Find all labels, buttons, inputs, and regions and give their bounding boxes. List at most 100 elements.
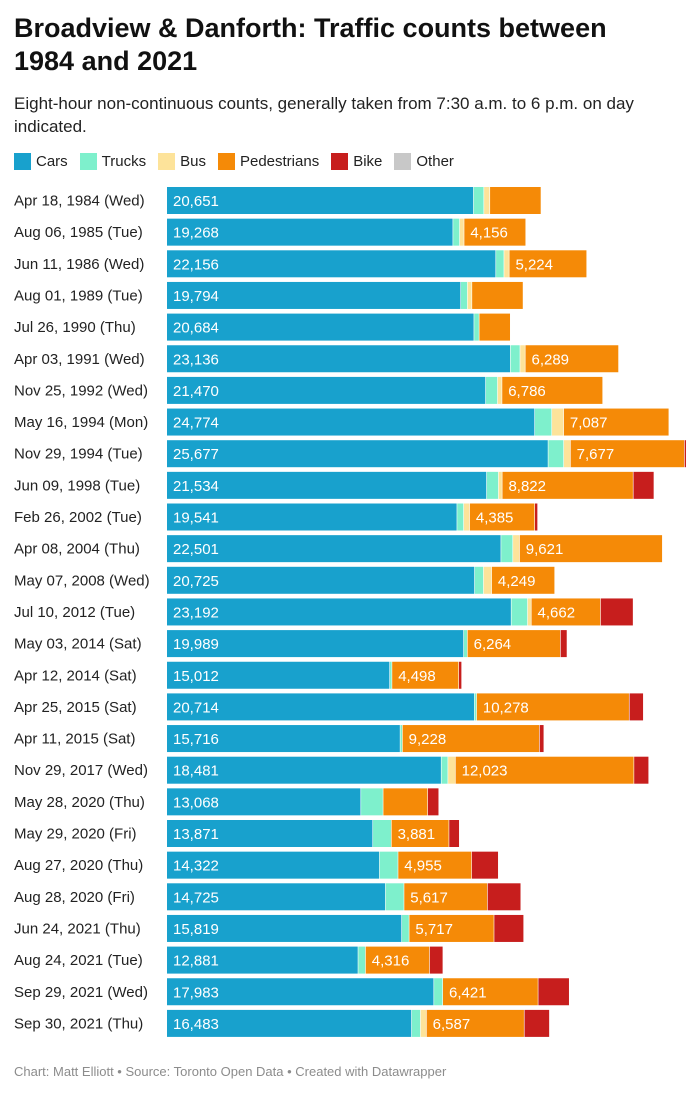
bar-cars <box>167 914 402 942</box>
bar-bus <box>513 535 520 563</box>
bar-cars <box>167 471 487 499</box>
value-label-pedestrians: 9,621 <box>526 541 564 558</box>
bar-cars <box>167 218 453 246</box>
bar-bus <box>448 756 456 784</box>
value-label-pedestrians: 12,023 <box>462 763 508 780</box>
value-label-pedestrians: 5,224 <box>515 256 553 273</box>
value-label-pedestrians: 4,955 <box>404 858 442 875</box>
bar-pedestrians <box>365 946 430 974</box>
value-label-cars: 21,534 <box>173 478 219 495</box>
value-label-cars: 15,012 <box>173 668 219 685</box>
value-label-pedestrians: 6,786 <box>508 383 546 400</box>
value-label-cars: 19,268 <box>173 225 219 242</box>
value-label-pedestrians: 6,289 <box>531 351 569 368</box>
bar-pedestrians <box>525 345 619 373</box>
legend-swatch-other <box>394 152 412 170</box>
bar-pedestrians <box>404 883 488 911</box>
bar-bus <box>420 1009 427 1037</box>
value-label-cars: 20,651 <box>173 193 219 210</box>
category-label: Apr 12, 2014 (Sat) <box>14 667 137 684</box>
bar-bus <box>504 250 509 278</box>
bar-pedestrians <box>491 566 555 594</box>
bar-trucks <box>400 725 403 753</box>
bar-trucks <box>510 345 520 373</box>
bar-trucks <box>361 788 383 816</box>
bar-cars <box>167 788 361 816</box>
category-label: Apr 08, 2004 (Thu) <box>14 541 140 558</box>
category-label: Apr 11, 2015 (Sat) <box>14 731 135 748</box>
bar-pedestrians <box>472 281 523 309</box>
category-label: Apr 03, 1991 (Wed) <box>14 351 145 368</box>
bar-pedestrians <box>502 471 633 499</box>
bar-cars <box>167 503 457 531</box>
bar-trucks <box>411 1009 421 1037</box>
legend-item-bus: Bus <box>158 152 206 170</box>
bar-trucks <box>511 598 528 626</box>
value-label-pedestrians: 5,617 <box>410 889 448 906</box>
bar-cars <box>167 725 400 753</box>
bar-cars <box>167 281 461 309</box>
bar-bike <box>449 820 460 847</box>
category-label: Aug 28, 2020 (Fri) <box>14 889 135 906</box>
bar-pedestrians <box>443 978 538 1006</box>
bar-cars <box>167 250 496 278</box>
category-label: Aug 24, 2021 (Tue) <box>14 952 143 969</box>
value-label-cars: 19,541 <box>173 510 219 527</box>
bar-cars <box>167 978 434 1006</box>
category-label: Jun 24, 2021 (Thu) <box>14 920 141 937</box>
category-label: Nov 29, 2017 (Wed) <box>14 762 148 779</box>
bar-bike <box>429 946 443 974</box>
category-label: May 29, 2020 (Fri) <box>14 826 137 843</box>
category-label: Sep 30, 2021 (Thu) <box>14 1015 143 1032</box>
bar-bus <box>483 566 492 594</box>
bar-pedestrians <box>464 218 526 246</box>
chart-plot: Apr 18, 1984 (Wed) 20,651 Aug 06, 1985 (Tu… <box>14 187 686 1037</box>
legend-item-pedestrians: Pedestrians <box>217 152 319 170</box>
bar-trucks <box>434 978 443 1006</box>
bar-cars <box>167 187 474 214</box>
bar-trucks <box>373 820 391 847</box>
bar-bike <box>629 693 644 721</box>
value-label-pedestrians: 6,587 <box>433 1016 471 1033</box>
bar-pedestrians <box>398 851 472 879</box>
bar-bike <box>634 756 649 784</box>
legend-label-bus: Bus <box>180 152 206 170</box>
category-label: Jun 09, 1998 (Tue) <box>14 477 140 494</box>
value-label-cars: 22,501 <box>173 541 219 558</box>
value-label-cars: 23,192 <box>173 604 219 621</box>
bar-pedestrians <box>402 725 540 753</box>
bar-trucks <box>457 503 464 531</box>
legend-swatch-trucks <box>79 152 97 170</box>
bar-cars <box>167 693 475 721</box>
value-label-cars: 19,989 <box>173 636 219 653</box>
value-label-cars: 17,983 <box>173 984 219 1001</box>
category-label: Nov 25, 1992 (Wed) <box>14 382 148 399</box>
category-label: May 16, 1994 (Mon) <box>14 414 148 431</box>
value-label-cars: 13,871 <box>173 826 219 843</box>
bar-cars <box>167 535 501 563</box>
value-label-pedestrians: 6,264 <box>474 636 512 653</box>
bar-trucks <box>379 851 398 879</box>
bar-trucks <box>474 313 479 341</box>
legend-item-trucks: Trucks <box>79 152 146 170</box>
bar-cars <box>167 408 535 436</box>
bar-bus <box>520 345 525 373</box>
bar-bike <box>494 914 524 942</box>
bar-trucks <box>534 408 552 436</box>
category-label: May 28, 2020 (Thu) <box>14 794 145 811</box>
chart-title: Broadview & Danforth: Traffic counts bet… <box>14 13 607 76</box>
legend-label-bike: Bike <box>353 152 383 170</box>
bar-trucks <box>389 661 392 689</box>
bar-pedestrians <box>490 187 541 214</box>
category-label: May 07, 2008 (Wed) <box>14 572 150 589</box>
bar-trucks <box>358 946 366 974</box>
bar-cars <box>167 1009 412 1037</box>
bar-bus <box>467 281 472 309</box>
value-label-cars: 24,774 <box>173 415 219 432</box>
bar-trucks <box>474 693 477 721</box>
chart-footer: Chart: Matt Elliott • Source: Toronto Op… <box>14 1064 447 1079</box>
value-label-cars: 15,819 <box>173 921 219 938</box>
value-label-cars: 19,794 <box>173 288 219 305</box>
bar-bike <box>524 1009 550 1037</box>
value-label-cars: 20,714 <box>173 699 219 716</box>
